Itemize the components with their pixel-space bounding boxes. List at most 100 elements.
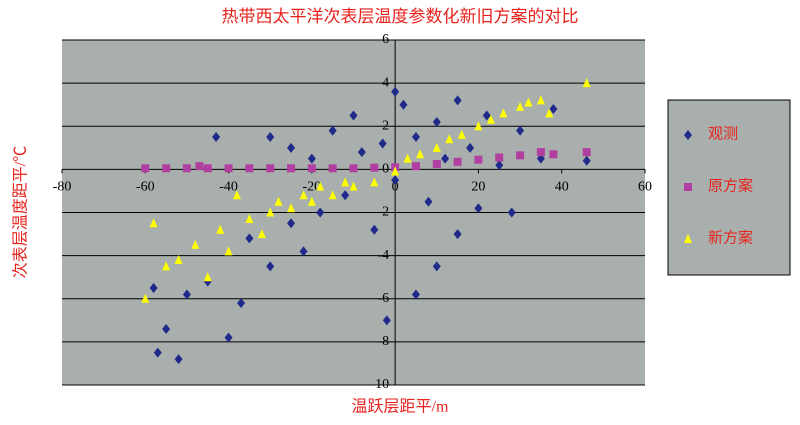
marker bbox=[424, 196, 433, 207]
marker bbox=[524, 97, 533, 107]
marker bbox=[382, 315, 391, 326]
marker bbox=[174, 354, 183, 365]
marker bbox=[507, 207, 516, 218]
marker bbox=[582, 155, 591, 166]
y-tick-label: 0 bbox=[382, 162, 389, 177]
marker bbox=[162, 261, 171, 271]
marker bbox=[182, 164, 191, 173]
marker bbox=[403, 153, 412, 163]
marker bbox=[416, 149, 425, 159]
marker bbox=[287, 164, 296, 173]
marker bbox=[495, 160, 504, 171]
y-tick-label: 2 bbox=[382, 118, 389, 133]
marker bbox=[328, 164, 337, 173]
legend-marker bbox=[684, 183, 692, 191]
x-tick-label: -80 bbox=[53, 180, 72, 195]
legend-marker bbox=[684, 130, 692, 140]
x-tick-label: -40 bbox=[219, 180, 238, 195]
marker bbox=[274, 196, 283, 206]
marker bbox=[307, 153, 316, 164]
marker bbox=[391, 86, 400, 97]
marker bbox=[432, 261, 441, 272]
marker bbox=[516, 151, 525, 160]
marker bbox=[582, 78, 591, 88]
marker bbox=[149, 218, 158, 228]
marker bbox=[328, 125, 337, 136]
x-tick-label: 60 bbox=[638, 180, 652, 195]
marker bbox=[391, 175, 400, 186]
marker bbox=[441, 153, 450, 164]
marker bbox=[316, 181, 325, 191]
marker bbox=[287, 142, 296, 153]
y-tick-label: -8 bbox=[377, 334, 389, 349]
marker bbox=[316, 207, 325, 218]
marker bbox=[191, 239, 200, 249]
marker bbox=[216, 224, 225, 234]
marker bbox=[453, 157, 462, 166]
marker bbox=[453, 95, 462, 106]
marker bbox=[370, 163, 379, 172]
marker bbox=[582, 148, 591, 157]
marker bbox=[257, 229, 266, 239]
marker bbox=[549, 104, 558, 114]
marker bbox=[457, 129, 466, 139]
y-tick-label: 6 bbox=[382, 32, 389, 47]
marker bbox=[224, 332, 233, 343]
legend-label: 新方案 bbox=[708, 228, 753, 246]
marker bbox=[536, 148, 545, 157]
marker bbox=[212, 132, 221, 143]
marker bbox=[245, 164, 254, 173]
marker bbox=[516, 125, 525, 136]
marker bbox=[357, 147, 366, 158]
marker bbox=[341, 177, 350, 187]
marker bbox=[499, 108, 508, 118]
y-axis-label: 次表层温度距平/℃ bbox=[12, 146, 30, 278]
y-tick-label: -2 bbox=[377, 205, 389, 220]
marker bbox=[266, 164, 275, 173]
x-tick-label: -60 bbox=[136, 180, 155, 195]
marker bbox=[307, 164, 316, 173]
marker bbox=[411, 289, 420, 300]
marker bbox=[245, 233, 254, 244]
marker bbox=[266, 132, 275, 143]
marker bbox=[370, 224, 379, 235]
marker bbox=[432, 142, 441, 152]
marker bbox=[536, 95, 545, 105]
marker bbox=[474, 121, 483, 131]
x-tick-label: 0 bbox=[392, 180, 399, 195]
chart-title: 热带西太平洋次表层温度参数化新旧方案的对比 bbox=[222, 7, 579, 26]
marker bbox=[299, 246, 308, 257]
legend-marker bbox=[684, 234, 692, 243]
marker bbox=[474, 155, 483, 164]
marker bbox=[162, 323, 171, 334]
marker bbox=[266, 207, 275, 217]
legend-label: 观测 bbox=[708, 125, 738, 142]
marker bbox=[232, 190, 241, 200]
marker bbox=[162, 164, 171, 173]
marker bbox=[141, 293, 150, 303]
marker bbox=[349, 181, 358, 191]
marker bbox=[466, 142, 475, 153]
marker bbox=[237, 298, 246, 309]
marker bbox=[453, 229, 462, 240]
marker bbox=[391, 166, 400, 176]
marker bbox=[287, 218, 296, 229]
marker bbox=[378, 138, 387, 149]
x-tick-label: 20 bbox=[471, 180, 485, 195]
marker bbox=[174, 254, 183, 264]
x-tick-label: -20 bbox=[303, 180, 322, 195]
marker bbox=[482, 110, 491, 121]
x-axis-label: 温跃层距平/m bbox=[352, 398, 449, 416]
marker bbox=[549, 150, 558, 159]
marker bbox=[203, 272, 212, 282]
marker bbox=[266, 261, 275, 272]
marker bbox=[245, 213, 254, 223]
marker bbox=[287, 203, 296, 213]
y-tick-label: 4 bbox=[382, 75, 389, 90]
marker bbox=[432, 159, 441, 168]
marker bbox=[153, 347, 162, 358]
x-tick-label: 40 bbox=[555, 180, 569, 195]
marker bbox=[474, 203, 483, 214]
